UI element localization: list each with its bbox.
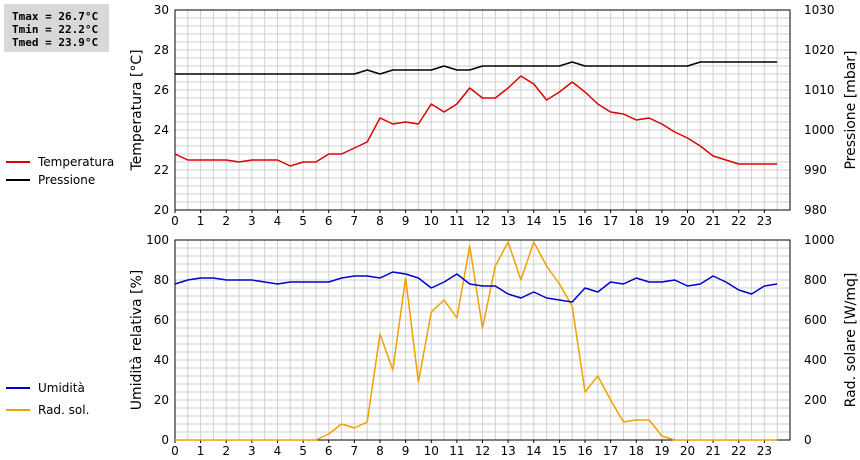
- chart-2-xtick-label: 16: [577, 444, 592, 458]
- chart-2-y2label: Rad. solare [W/mq]: [843, 273, 859, 408]
- chart-2-xtick-label: 23: [757, 444, 772, 458]
- chart-1-y2tick-label: 990: [804, 163, 827, 177]
- chart-1-ytick-label: 20: [154, 203, 169, 217]
- chart-1-xtick-label: 21: [705, 214, 720, 228]
- chart-1-series-pressione: [175, 61, 778, 75]
- chart-1-ytick-label: 24: [154, 123, 169, 137]
- stat-tmed: Tmed = 23.9°C: [12, 36, 99, 49]
- stats-box: Tmax = 26.7°C Tmin = 22.2°C Tmed = 23.9°…: [4, 4, 109, 52]
- chart-2-series-rad-sol: [175, 241, 778, 441]
- chart-1-y2tick-label: 1000: [804, 123, 835, 137]
- chart-2-xtick-label: 9: [402, 444, 410, 458]
- chart-1-xtick-label: 3: [248, 214, 256, 228]
- chart-2-xtick-label: 20: [680, 444, 695, 458]
- chart-1-y2tick-label: 1020: [804, 43, 835, 57]
- chart-2-xtick-label: 0: [171, 444, 179, 458]
- chart-2-xtick-label: 19: [654, 444, 669, 458]
- chart-2-xtick-label: 17: [603, 444, 618, 458]
- chart-2-xtick-label: 13: [500, 444, 515, 458]
- chart-1-xtick-label: 15: [552, 214, 567, 228]
- chart-2-ytick-label: 100: [146, 233, 169, 247]
- chart-2-y2tick-label: 800: [804, 273, 827, 287]
- chart-1-y2tick-label: 980: [804, 203, 827, 217]
- chart-2-ytick-label: 40: [154, 353, 169, 367]
- chart-1-xtick-label: 5: [299, 214, 307, 228]
- chart-1-xtick-label: 22: [731, 214, 746, 228]
- chart-1-xtick-label: 12: [475, 214, 490, 228]
- chart-1-y2tick-label: 1030: [804, 3, 835, 17]
- legend-swatch-pressione: [6, 179, 30, 181]
- chart-1-xtick-label: 4: [274, 214, 282, 228]
- chart-1-xtick-label: 1: [197, 214, 205, 228]
- chart-2-xtick-label: 4: [274, 444, 282, 458]
- chart-2-ylabel: Umidità relativa [%]: [129, 270, 145, 411]
- chart-1-xtick-label: 23: [757, 214, 772, 228]
- chart-1-xtick-label: 14: [526, 214, 541, 228]
- legend-swatch-umidita: [6, 387, 30, 389]
- chart-2-series-umidit: [174, 271, 778, 303]
- chart-2-xtick-label: 14: [526, 444, 541, 458]
- chart-1-xtick-label: 20: [680, 214, 695, 228]
- chart-2-y2tick-label: 1000: [804, 233, 835, 247]
- chart-2-xtick-label: 18: [629, 444, 644, 458]
- chart-1-y2tick-label: 1010: [804, 83, 835, 97]
- chart-1-xtick-label: 16: [577, 214, 592, 228]
- chart-2-y2tick-label: 600: [804, 313, 827, 327]
- chart-2-ytick-label: 20: [154, 393, 169, 407]
- chart-2-y2tick-label: 200: [804, 393, 827, 407]
- chart-1-ytick-label: 28: [154, 43, 169, 57]
- chart-1-ytick-label: 22: [154, 163, 169, 177]
- chart-2-ytick-label: 60: [154, 313, 169, 327]
- chart-1-xtick-label: 8: [376, 214, 384, 228]
- chart-1-xtick-label: 0: [171, 214, 179, 228]
- chart-2-ytick-label: 80: [154, 273, 169, 287]
- chart-1-xtick-label: 9: [402, 214, 410, 228]
- chart-2-xtick-label: 22: [731, 444, 746, 458]
- chart-1-y2label: Pressione [mbar]: [843, 50, 859, 169]
- legend-swatch-radsol: [6, 409, 30, 411]
- chart-2-ytick-label: 0: [161, 433, 169, 447]
- chart-1-xtick-label: 17: [603, 214, 618, 228]
- chart-2-xtick-label: 1: [197, 444, 205, 458]
- chart-1-ytick-label: 30: [154, 3, 169, 17]
- chart-2-xtick-label: 8: [376, 444, 384, 458]
- chart-1-xtick-label: 2: [222, 214, 230, 228]
- legend-label-radsol: Rad. sol.: [38, 403, 90, 417]
- chart-2-y2tick-label: 400: [804, 353, 827, 367]
- chart-2-xtick-label: 3: [248, 444, 256, 458]
- chart-2-xtick-label: 15: [552, 444, 567, 458]
- chart-1-ytick-label: 26: [154, 83, 169, 97]
- chart-1-xtick-label: 13: [500, 214, 515, 228]
- chart-2-xtick-label: 7: [351, 444, 359, 458]
- chart-1-ylabel: Temperatura [°C]: [129, 49, 145, 171]
- legend-label-pressione: Pressione: [38, 173, 96, 187]
- stat-tmax: Tmax = 26.7°C: [12, 10, 99, 23]
- legend-swatch-temperatura: [6, 161, 30, 163]
- chart-1-xtick-label: 6: [325, 214, 333, 228]
- stat-tmin: Tmin = 22.2°C: [12, 23, 99, 36]
- chart-1-xtick-label: 10: [424, 214, 439, 228]
- chart-1-xtick-label: 11: [449, 214, 464, 228]
- chart-2-xtick-label: 11: [449, 444, 464, 458]
- legend-label-umidita: Umidità: [38, 381, 85, 395]
- chart-2-xtick-label: 12: [475, 444, 490, 458]
- chart-2-xtick-label: 6: [325, 444, 333, 458]
- chart-2-xtick-label: 5: [299, 444, 307, 458]
- chart-1-xtick-label: 7: [351, 214, 359, 228]
- chart-1-series-temperatura: [174, 75, 778, 167]
- chart-2-xtick-label: 10: [424, 444, 439, 458]
- chart-2-y2tick-label: 0: [804, 433, 812, 447]
- chart-2-xtick-label: 2: [222, 444, 230, 458]
- legend-label-temperatura: Temperatura: [38, 155, 115, 169]
- chart-2-xtick-label: 21: [705, 444, 720, 458]
- chart-1-xtick-label: 19: [654, 214, 669, 228]
- chart-1-xtick-label: 18: [629, 214, 644, 228]
